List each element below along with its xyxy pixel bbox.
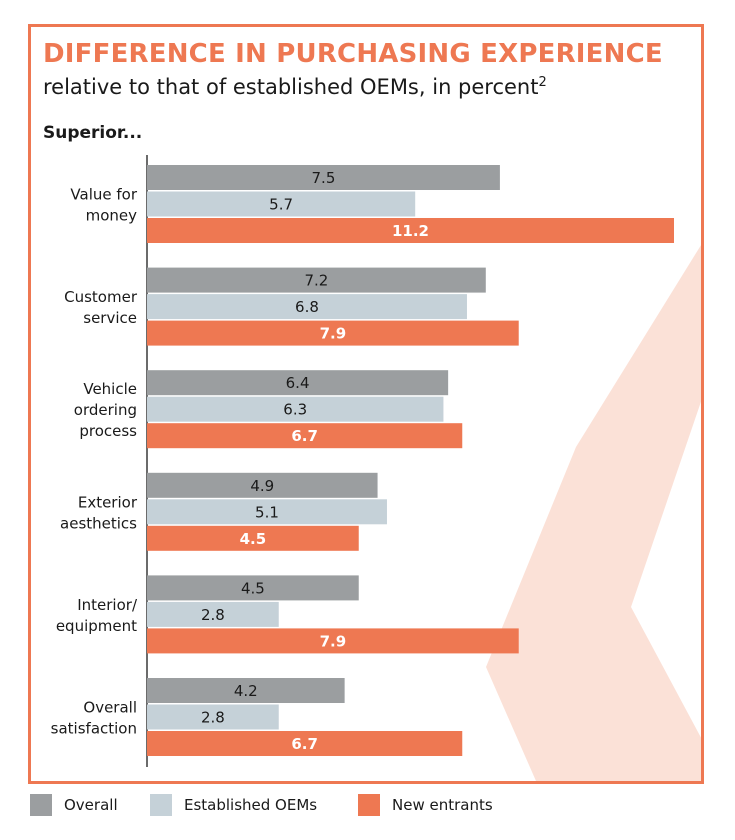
footnote-marker: 2	[538, 75, 547, 90]
category-label: Customer service	[64, 288, 138, 327]
data-label-new-entrants: 6.7	[291, 735, 318, 753]
data-label-established-oems: 6.8	[295, 298, 319, 316]
category-label: Overall satisfaction	[51, 699, 137, 738]
bar-new-entrants	[147, 320, 519, 346]
bar-overall	[147, 575, 359, 601]
data-label-overall: 4.9	[250, 477, 274, 495]
bar-overall	[147, 267, 486, 293]
legend: Overall Established OEMs New entrants	[28, 794, 708, 820]
bar-established-oems	[147, 499, 387, 525]
bar-established-oems	[147, 601, 279, 627]
legend-label-new-entrants: New entrants	[392, 796, 493, 814]
background-chevron-decoration	[486, 245, 701, 781]
legend-label-overall: Overall	[64, 796, 118, 814]
legend-swatch-new-entrants	[358, 794, 380, 816]
bar-overall	[147, 472, 378, 498]
category-label: Vehicle ordering process	[74, 380, 137, 440]
bar-overall	[147, 370, 449, 396]
chart-subtitle: relative to that of established OEMs, in…	[43, 75, 547, 99]
data-label-overall: 4.2	[234, 682, 258, 700]
bar-established-oems	[147, 704, 279, 730]
legend-item-overall: Overall	[30, 794, 118, 816]
category-label: Exterior aesthetics	[60, 493, 138, 532]
data-label-established-oems: 5.1	[255, 503, 279, 521]
chart-subtitle-text: relative to that of established OEMs, in…	[43, 75, 539, 99]
bar-established-oems	[147, 294, 467, 320]
bar-established-oems	[147, 191, 416, 217]
legend-label-established-oems: Established OEMs	[184, 796, 318, 814]
data-label-new-entrants: 4.5	[240, 530, 267, 548]
data-label-new-entrants: 7.9	[320, 325, 347, 343]
data-label-overall: 7.5	[312, 169, 336, 187]
legend-item-established-oems: Established OEMs	[150, 794, 317, 816]
data-label-new-entrants: 6.7	[291, 427, 318, 445]
bar-new-entrants	[147, 218, 674, 243]
bar-new-entrants	[147, 525, 359, 551]
bar-new-entrants	[147, 423, 463, 449]
bar-chart: Value for money 7.5 5.7 11.2 Customer service 7…	[51, 155, 674, 767]
data-label-overall: 6.4	[286, 374, 310, 392]
data-label-new-entrants: 11.2	[392, 222, 429, 240]
bar-new-entrants	[147, 628, 519, 654]
legend-item-new-entrants: New entrants	[358, 794, 493, 816]
data-label-new-entrants: 7.9	[320, 632, 347, 650]
bar-overall	[147, 165, 500, 190]
data-label-overall: 4.5	[241, 579, 265, 597]
bar-established-oems	[147, 396, 444, 422]
category-label: Interior/equipment	[56, 596, 138, 635]
category-label: Value for money	[70, 186, 137, 225]
data-label-established-oems: 6.3	[283, 401, 307, 419]
data-label-established-oems: 2.8	[201, 709, 225, 727]
legend-swatch-overall	[30, 794, 52, 816]
section-label: Superior...	[43, 123, 143, 143]
chart-frame: DIFFERENCE IN PURCHASING EXPERIENCE rela…	[28, 24, 704, 784]
data-label-established-oems: 5.7	[269, 196, 293, 214]
data-label-established-oems: 2.8	[201, 606, 225, 624]
data-label-overall: 7.2	[304, 272, 328, 290]
bar-overall	[147, 678, 345, 703]
legend-swatch-established-oems	[150, 794, 172, 816]
chart-title: DIFFERENCE IN PURCHASING EXPERIENCE	[43, 39, 663, 69]
bar-new-entrants	[147, 731, 463, 756]
